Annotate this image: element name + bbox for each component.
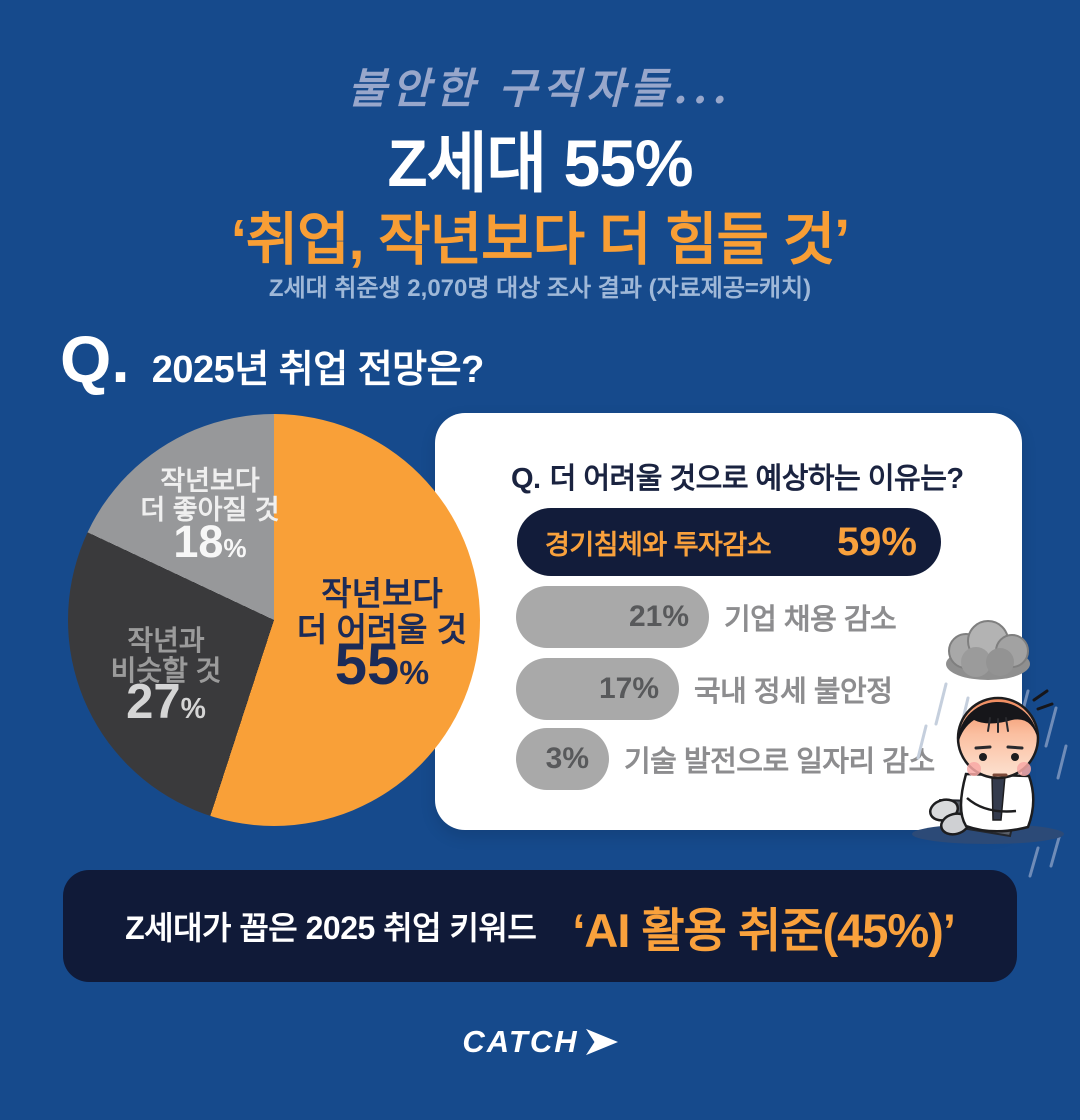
pie-label-harder-line2: 더 어려울 것 [296,610,468,648]
pie-label-similar-line2: 비슷할 것 [110,655,222,687]
reasons-question: Q. 더 어려울 것으로 예상하는 이유는? [511,455,964,497]
bar-pill: 21% [516,586,709,648]
reasons-question-prefix: Q. [511,463,541,495]
sad-jobseeker-illustration [912,620,1068,878]
pie-label-better-line2: 더 좋아질 것 [140,495,280,526]
pie-question-text: 2025년 취업 전망은? [151,349,485,391]
keyword-banner: Z세대가 꼽은 2025 취업 키워드 ‘AI 활용 취준(45%)’ [63,870,1017,982]
keyword-banner-value: ‘AI 활용 취준(45%)’ [572,903,956,957]
rain-cloud-icon [946,620,1030,680]
main-title: Z세대 55% [387,126,693,200]
pie-label-harder-line1: 작년보다 [321,575,443,612]
bar-pill: 17% [516,658,679,720]
bar-top-value: 59% [836,519,917,564]
bar-row-company-hiring: 21% 기업 채용 감소 [516,586,897,648]
pie-value-harder: 55% [334,632,430,697]
bar-row-tech-job-loss: 3% 기술 발전으로 일자리 감소 [516,728,935,790]
pie-label-similar: 작년과 비슷할 것 [85,625,247,687]
bar-row-domestic-instability: 17% 국내 정세 불안정 [516,658,893,720]
catch-logo-arrow-icon [585,1028,618,1056]
bar-value: 21% [628,600,689,633]
bar-value: 3% [545,742,589,775]
reasons-question-text: 더 어려울 것으로 예상하는 이유는? [549,463,964,495]
keyword-banner-label: Z세대가 꼽은 2025 취업 키워드 [125,910,537,946]
pie-label-better-line1: 작년보다 [160,466,260,496]
bar-pill: 3% [516,728,609,790]
forecast-pie-chart [68,414,480,826]
sad-person [912,689,1064,844]
bar-value: 17% [598,672,659,705]
bar-top-reason: 경기침체와 투자감소 59% [517,508,941,576]
bar-label: 기술 발전으로 일자리 감소 [624,746,935,778]
pie-value-similar: 27% [126,675,206,729]
pie-label-better: 작년보다 더 좋아질 것 [120,466,300,526]
bar-label: 국내 정세 불안정 [694,676,893,708]
survey-note: Z세대 취준생 2,070명 대상 조사 결과 (자료제공=캐치) [268,275,812,302]
pie-label-similar-line1: 작년과 [127,625,205,656]
pie-value-better: 18% [173,516,247,567]
pie-label-harder: 작년보다 더 어려울 것 [293,576,471,647]
pie-question: Q. 2025년 취업 전망은? [60,326,484,393]
headline: ‘취업, 작년보다 더 힘들 것’ [230,208,850,272]
pie-question-prefix: Q. [60,322,130,396]
bar-label: 기업 채용 감소 [724,604,897,636]
catch-logo-text: CATCH [462,1024,579,1059]
reasons-card: Q. 더 어려울 것으로 예상하는 이유는? 경기침체와 투자감소 59% 21%… [435,413,1022,830]
tagline: 불안한 구직자들... [348,64,732,113]
footer-logo: CATCH [0,1024,1080,1060]
bar-top-label: 경기침체와 투자감소 [545,529,772,560]
